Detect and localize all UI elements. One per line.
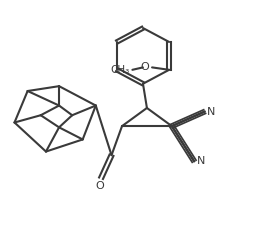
Text: CH₃: CH₃ (111, 65, 130, 75)
Text: N: N (207, 107, 216, 117)
Text: O: O (140, 62, 149, 72)
Text: N: N (197, 156, 205, 166)
Text: O: O (95, 181, 104, 191)
